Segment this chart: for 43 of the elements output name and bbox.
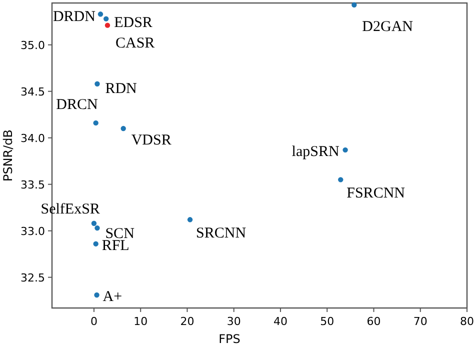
annotation: A+	[102, 288, 122, 305]
x-tick-label: 40	[273, 315, 288, 328]
annotation: D2GAN	[362, 18, 414, 35]
y-tick-label: 33.5	[20, 178, 45, 192]
point	[104, 22, 110, 28]
x-tick-label: 30	[226, 315, 241, 328]
point	[98, 12, 104, 17]
point	[342, 147, 348, 153]
annotation: lapSRN	[292, 144, 340, 160]
y-tick-label: 32.5	[20, 271, 45, 284]
annotation: DRCN	[56, 96, 98, 113]
x-tick-label: 0	[90, 315, 98, 328]
point	[338, 177, 344, 182]
point	[91, 220, 97, 226]
annotation: RFL	[102, 238, 130, 254]
point	[94, 225, 100, 231]
annotation: FSRCNN	[346, 186, 406, 202]
x-tick-label: 80	[460, 315, 474, 328]
x-tick-label: 50	[320, 315, 334, 328]
point	[94, 81, 100, 86]
x-tick-label: 70	[413, 315, 428, 328]
y-axis-title: PSNR/dB	[1, 129, 15, 182]
point	[187, 217, 193, 222]
annotation: VDSR	[131, 132, 172, 149]
annotation: RDN	[105, 80, 138, 97]
y-tick-label: 33.0	[20, 224, 45, 238]
x-tick-label: 60	[366, 315, 381, 328]
annotation: DRDN	[52, 9, 96, 26]
point	[94, 292, 100, 298]
annotation: CASR	[115, 35, 155, 52]
point	[120, 126, 126, 132]
y-tick-label: 35.0	[20, 38, 45, 52]
annotation: SRCNN	[196, 226, 246, 242]
x-tick-label: 10	[134, 315, 148, 328]
point	[103, 16, 109, 22]
y-tick-label: 34.5	[20, 85, 45, 98]
point	[93, 241, 98, 246]
point	[93, 120, 98, 126]
x-tick-label: 20	[180, 315, 194, 328]
y-tick-label: 34.0	[20, 132, 45, 145]
x-axis-title: FPS	[218, 332, 240, 346]
annotation: EDSR	[114, 14, 152, 31]
point	[352, 2, 357, 8]
